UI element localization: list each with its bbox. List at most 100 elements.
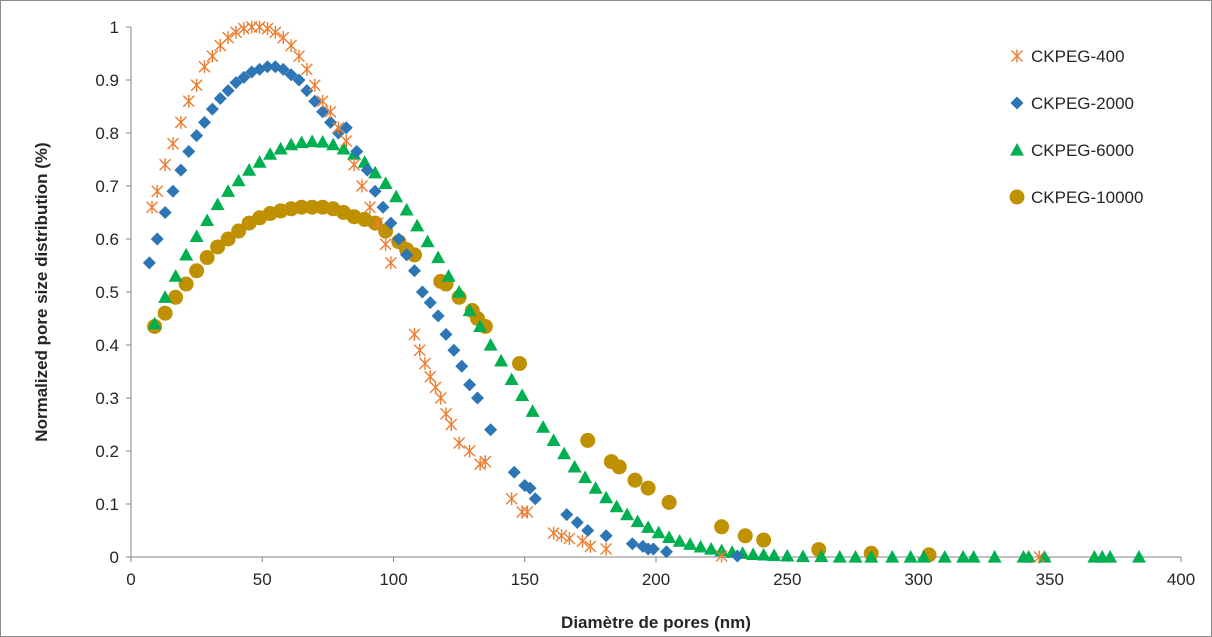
data-point [363, 200, 376, 214]
data-point [693, 539, 708, 553]
data-point [512, 356, 527, 372]
legend-item: CKPEG-2000 [1010, 94, 1134, 113]
data-point [599, 529, 613, 543]
data-point [704, 542, 719, 555]
data-point [316, 105, 330, 119]
y-tick-label: 0.3 [95, 389, 119, 408]
legend-label: CKPEG-400 [1031, 47, 1125, 66]
data-point [316, 94, 329, 108]
data-point [305, 134, 320, 148]
data-point [151, 184, 164, 198]
data-point [424, 370, 437, 384]
data-point [336, 141, 351, 155]
series-circle [147, 199, 937, 563]
data-point [222, 31, 235, 45]
data-point [599, 490, 614, 504]
data-point [252, 155, 267, 168]
data-point [332, 121, 345, 135]
data-point [407, 247, 422, 263]
y-tick-label: 0.2 [95, 442, 119, 461]
data-point [756, 532, 772, 548]
data-point [308, 94, 322, 108]
data-point [627, 472, 643, 488]
data-point [987, 550, 1002, 563]
data-point [661, 494, 677, 510]
data-point [261, 22, 274, 36]
data-point [737, 528, 753, 544]
data-point [356, 179, 368, 193]
data-point [546, 433, 561, 446]
data-point [463, 378, 477, 392]
data-point [142, 256, 156, 270]
x-tick-label: 0 [126, 570, 135, 589]
data-point [746, 547, 761, 560]
data-point [146, 200, 158, 214]
y-tick-label: 1 [110, 18, 119, 37]
data-point [253, 20, 266, 34]
data-point [471, 391, 484, 405]
data-point [473, 319, 488, 333]
series-triangle [147, 134, 1146, 563]
data-point [956, 550, 971, 563]
data-point [584, 539, 597, 553]
data-point [229, 76, 243, 90]
data-point [198, 60, 211, 74]
data-point [210, 239, 226, 255]
y-tick-label: 0.9 [95, 71, 119, 90]
data-point [1021, 550, 1036, 563]
data-point [903, 550, 918, 563]
data-point [231, 173, 246, 187]
data-point [463, 444, 476, 458]
data-point [419, 357, 431, 371]
data-point [158, 290, 173, 303]
x-tick-label: 350 [1036, 570, 1064, 589]
legend-marker [1010, 143, 1024, 156]
data-point [348, 158, 361, 172]
data-point [400, 248, 414, 262]
data-point [557, 446, 572, 460]
data-point [284, 68, 298, 82]
data-point [294, 135, 309, 149]
data-point [384, 256, 397, 270]
data-point [523, 481, 537, 495]
data-point [641, 520, 656, 533]
data-point [434, 391, 447, 405]
data-point [420, 234, 435, 248]
legend-label: CKPEG-2000 [1031, 94, 1134, 113]
data-point [483, 338, 498, 351]
data-point [276, 62, 290, 76]
data-point [441, 269, 456, 282]
data-point [231, 223, 247, 239]
data-point [159, 158, 172, 172]
legend: CKPEG-400 CKPEG-2000 CKPEG-6000 CKPEG-10000 [1009, 47, 1143, 207]
data-point [611, 459, 627, 475]
y-tick-label: 0.5 [95, 283, 119, 302]
data-point [360, 163, 374, 177]
x-tick-label: 100 [379, 570, 407, 589]
data-point [237, 70, 251, 84]
data-point [326, 137, 341, 151]
data-point [399, 202, 414, 216]
series-diamond [142, 60, 744, 563]
data-point [576, 534, 589, 548]
data-point [242, 163, 257, 176]
data-point [864, 550, 879, 563]
data-point [384, 216, 398, 230]
data-point [445, 418, 458, 431]
legend-item: CKPEG-10000 [1009, 188, 1143, 207]
data-point [371, 216, 384, 230]
data-point [683, 537, 698, 550]
data-point [324, 105, 337, 119]
data-point [780, 548, 795, 562]
data-point [357, 155, 372, 168]
data-point [408, 264, 421, 278]
data-point [547, 526, 560, 540]
data-point [479, 455, 492, 469]
data-point [410, 218, 425, 232]
data-point [578, 470, 593, 484]
legend-label: CKPEG-10000 [1031, 188, 1143, 207]
x-tick-label: 200 [642, 570, 670, 589]
data-point [885, 550, 900, 563]
data-point [832, 550, 847, 563]
